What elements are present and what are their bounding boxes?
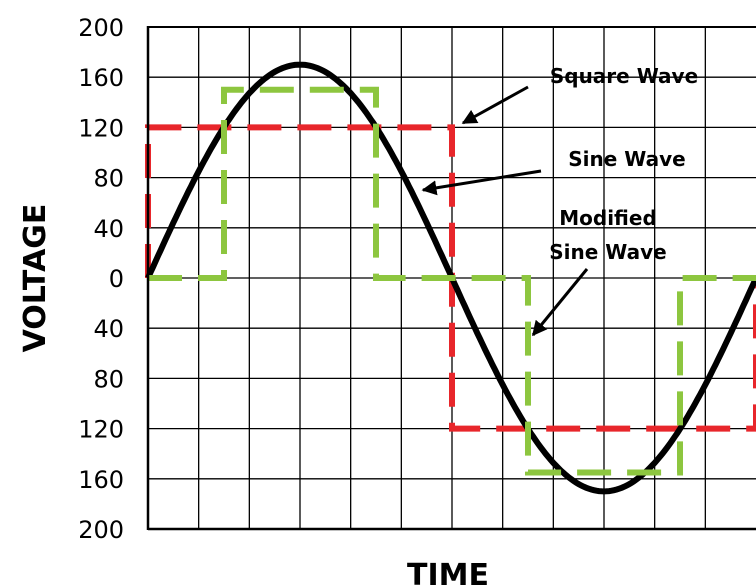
annotation-arrow [531, 268, 589, 337]
annotations: Square Wave Sine Wave Modified Sine Wave [421, 64, 698, 337]
annotation-label: Modified [559, 206, 657, 230]
annotation-label: Sine Wave [568, 147, 685, 171]
y-tick-label: 0 [109, 265, 124, 293]
plot-frame [146, 26, 756, 531]
x-axis-title: TIME [407, 558, 489, 588]
y-tick-labels: 200 160 120 80 40 0 40 80 120 160 200 [78, 14, 124, 544]
annotation-arrow [461, 85, 529, 125]
y-tick-label: 40 [93, 315, 124, 343]
y-tick-label: 200 [78, 14, 124, 42]
annotation-label: Sine Wave [549, 240, 666, 264]
y-tick-label: 80 [93, 365, 124, 393]
y-tick-label: 200 [78, 516, 124, 544]
y-tick-label: 120 [78, 416, 124, 444]
y-tick-label: 120 [78, 114, 124, 142]
y-axis-title: VOLTAGE [18, 204, 53, 353]
series-modified-sine-wave [148, 86, 756, 476]
y-tick-label: 160 [78, 64, 124, 92]
y-tick-label: 40 [93, 215, 124, 243]
annotation-arrow [421, 169, 542, 196]
y-tick-label: 160 [78, 466, 124, 494]
annotation-label: Square Wave [550, 64, 698, 88]
y-tick-label: 80 [93, 165, 124, 193]
